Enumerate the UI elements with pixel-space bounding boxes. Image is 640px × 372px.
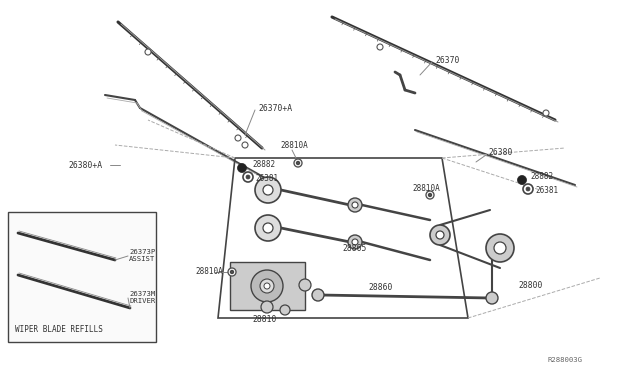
Text: 28810A: 28810A (280, 141, 308, 150)
Text: DRIVER: DRIVER (129, 298, 156, 304)
Circle shape (261, 301, 273, 313)
Text: 28882: 28882 (252, 160, 275, 169)
Circle shape (296, 161, 300, 164)
FancyBboxPatch shape (230, 262, 305, 310)
Circle shape (352, 202, 358, 208)
Circle shape (228, 268, 236, 276)
Circle shape (377, 44, 383, 50)
Text: WIPER BLADE REFILLS: WIPER BLADE REFILLS (15, 326, 103, 334)
Circle shape (235, 135, 241, 141)
Circle shape (352, 239, 358, 245)
Text: 26380: 26380 (488, 148, 513, 157)
Circle shape (543, 110, 549, 116)
Circle shape (230, 270, 234, 273)
Circle shape (526, 187, 530, 191)
Text: R288003G: R288003G (548, 357, 583, 363)
Circle shape (348, 198, 362, 212)
Text: 26370+A: 26370+A (258, 103, 292, 112)
Circle shape (348, 235, 362, 249)
Circle shape (294, 159, 302, 167)
Circle shape (237, 164, 246, 173)
Circle shape (145, 49, 151, 55)
Text: 28882: 28882 (530, 171, 553, 180)
Circle shape (280, 305, 290, 315)
Text: 28860: 28860 (368, 283, 392, 292)
Circle shape (486, 292, 498, 304)
Text: 28800: 28800 (518, 280, 542, 289)
Circle shape (255, 177, 281, 203)
Text: 26381: 26381 (255, 173, 278, 183)
Circle shape (246, 175, 250, 179)
Circle shape (312, 289, 324, 301)
Circle shape (260, 279, 274, 293)
Text: 28810: 28810 (252, 315, 276, 324)
Text: 26381: 26381 (535, 186, 558, 195)
Circle shape (255, 215, 281, 241)
Text: 28810A: 28810A (412, 183, 440, 192)
Text: ASSIST: ASSIST (129, 256, 156, 262)
Circle shape (251, 270, 283, 302)
Text: 26380+A: 26380+A (68, 160, 102, 170)
Circle shape (429, 193, 431, 196)
Circle shape (426, 191, 434, 199)
Circle shape (299, 279, 311, 291)
Text: 28865: 28865 (342, 244, 366, 253)
Circle shape (263, 223, 273, 233)
Circle shape (486, 234, 514, 262)
Circle shape (494, 242, 506, 254)
Text: 28810A: 28810A (195, 267, 223, 276)
Text: 26373P: 26373P (129, 249, 156, 255)
Circle shape (430, 225, 450, 245)
Circle shape (263, 185, 273, 195)
Text: 26370: 26370 (435, 55, 460, 64)
Circle shape (436, 231, 444, 239)
Circle shape (518, 176, 527, 185)
Text: 26373M: 26373M (129, 291, 156, 297)
Bar (8, 212, 156, 342)
Circle shape (243, 172, 253, 182)
Circle shape (264, 283, 270, 289)
Circle shape (242, 142, 248, 148)
Circle shape (523, 184, 533, 194)
